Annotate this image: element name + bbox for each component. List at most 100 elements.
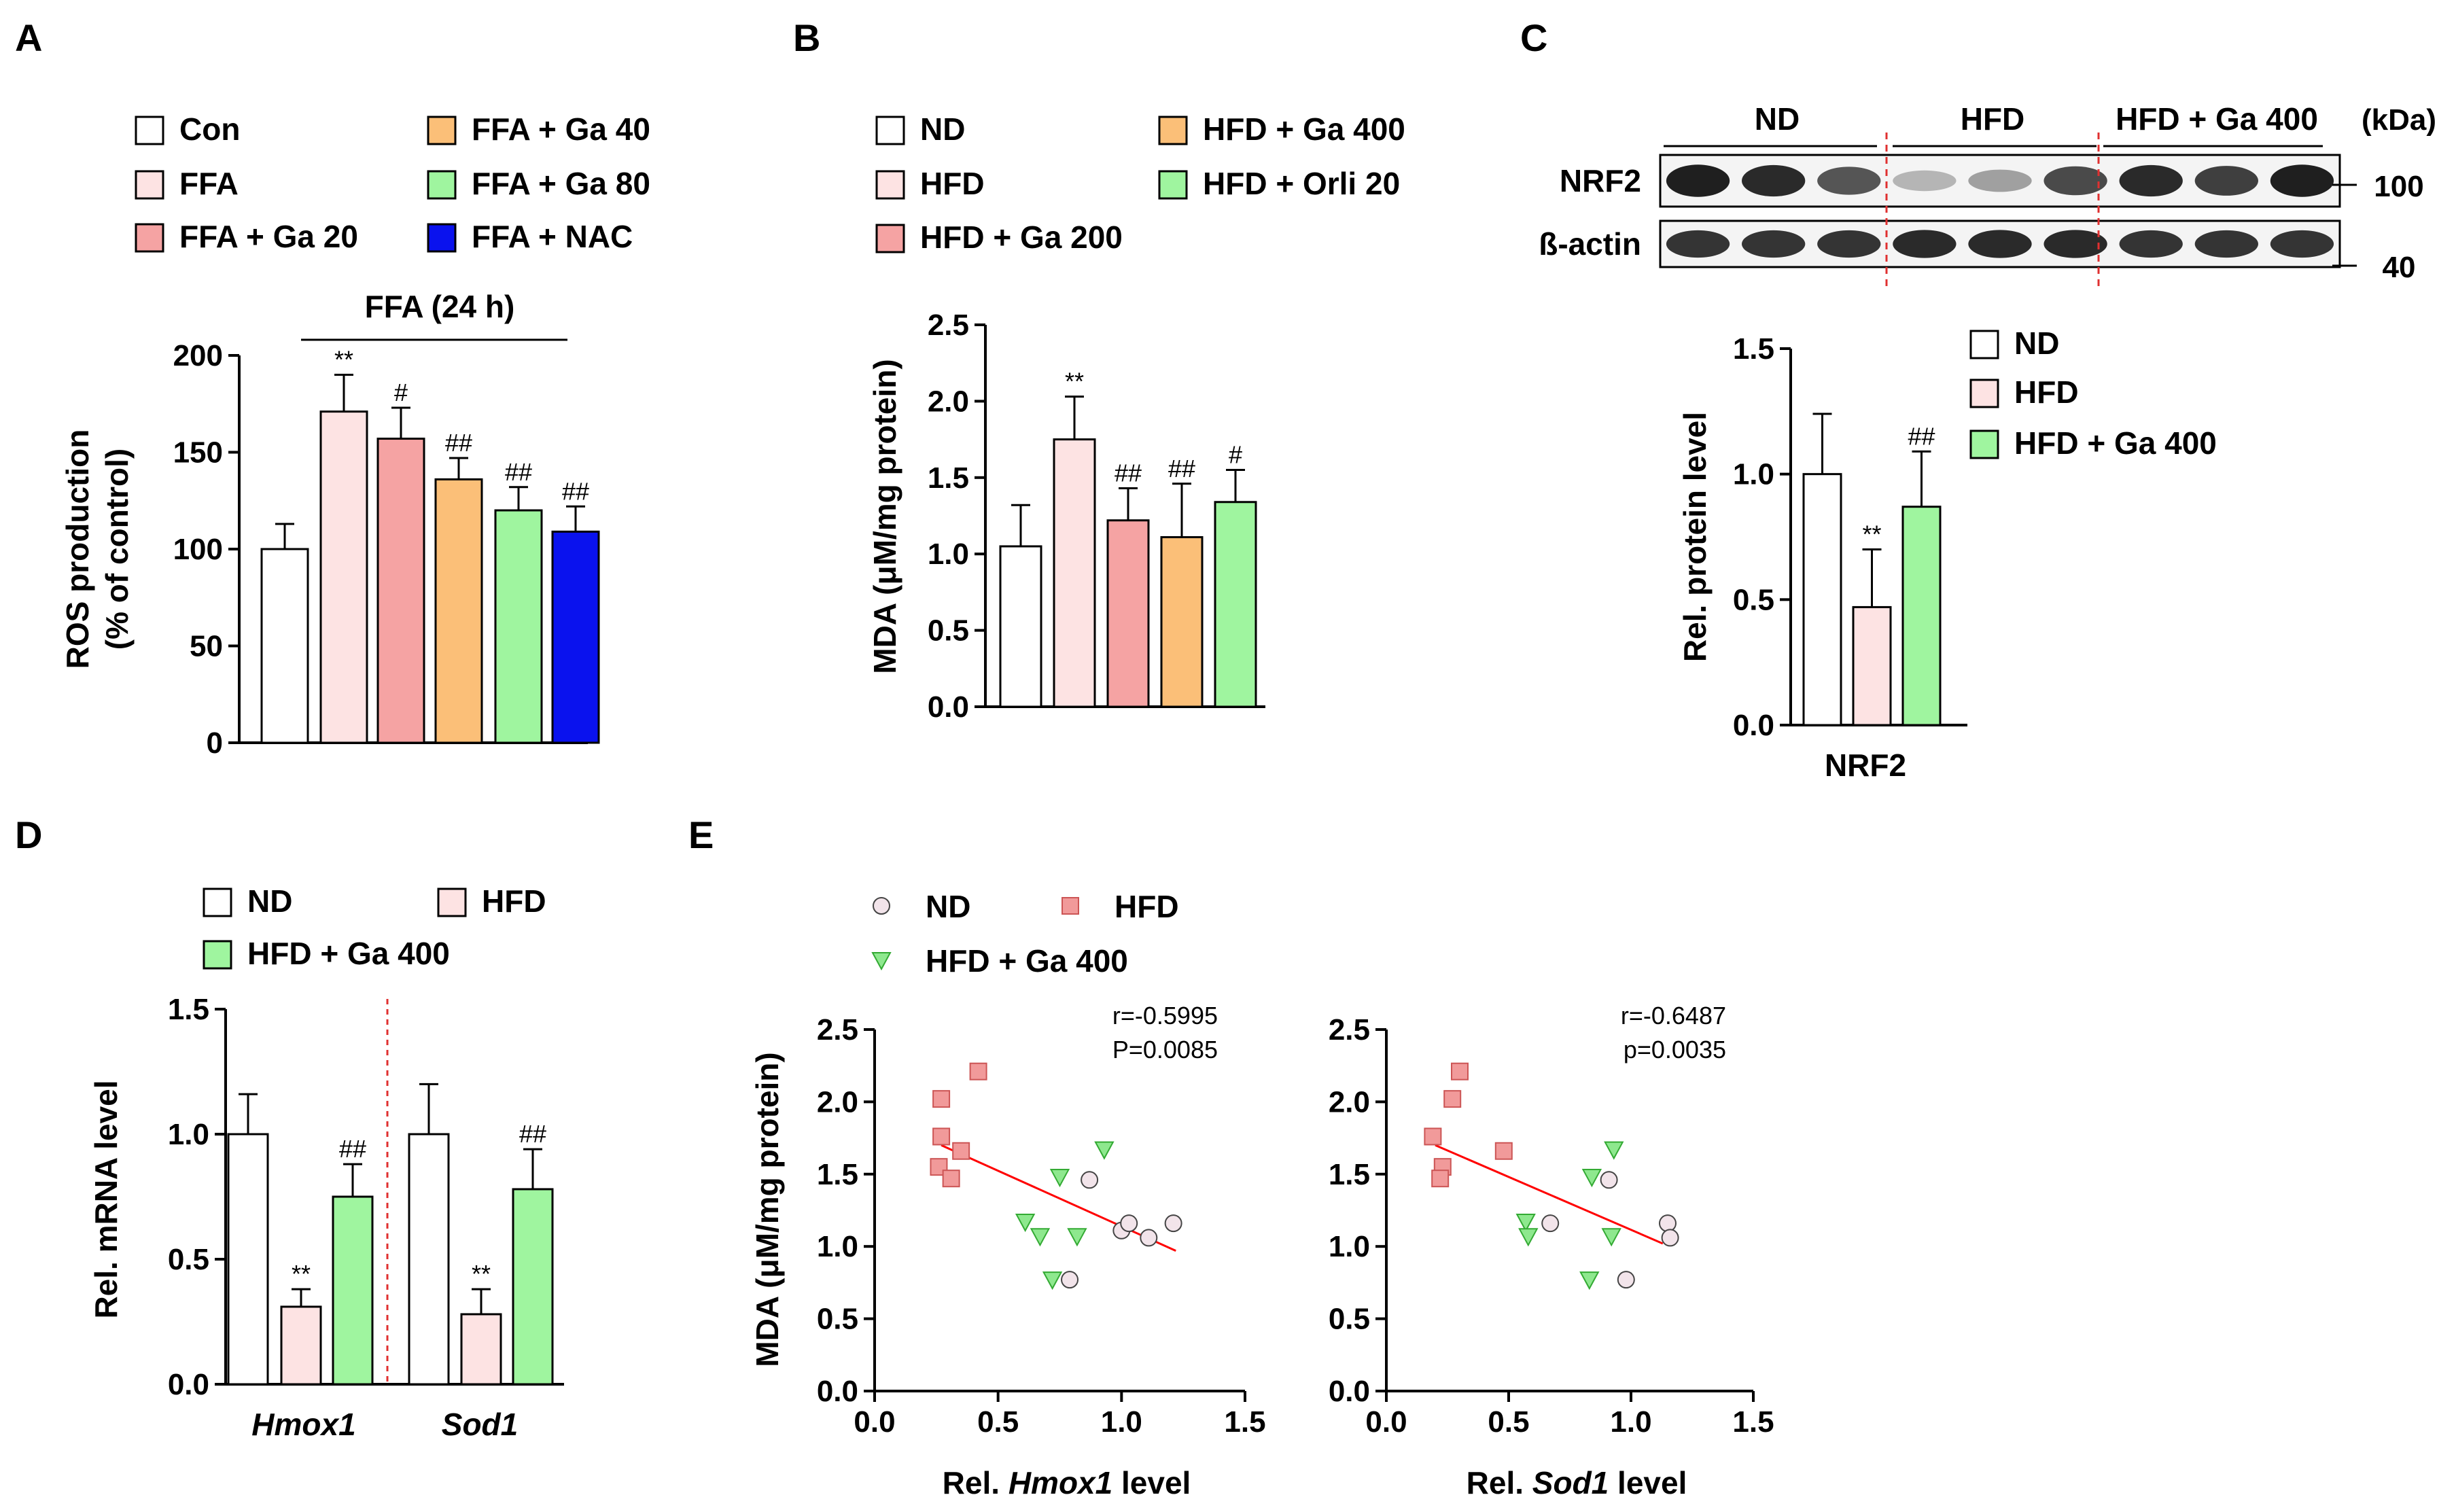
chart-d-bar-0-1 [408, 1133, 450, 1386]
chart-e2-point-0-2 [1661, 1229, 1679, 1247]
chart-e2-y-tick-label: 0.0 [1329, 1375, 1370, 1408]
chart-e-ylabel: MDA (μM/mg protein) [750, 1052, 785, 1367]
chart-a-ylabel-1: ROS production [60, 429, 95, 669]
chart-d-sig-1-1: ** [472, 1260, 491, 1288]
chart-e1-y-tick-label: 2.0 [817, 1085, 858, 1119]
chart-d-bar-0-0 [227, 1133, 269, 1386]
legend-a-3-label: FFA + Ga 40 [472, 111, 650, 147]
chart-d-bar-1-1 [460, 1313, 502, 1386]
blot-group-label-2: HFD + Ga 400 [2116, 101, 2318, 137]
legend-b-3-label: HFD + Ga 400 [1203, 111, 1405, 147]
legend-c-0-swatch [1969, 330, 1999, 359]
legend-a-5-label: FFA + NAC [472, 219, 633, 254]
chart-a-bar-4 [494, 509, 543, 744]
chart-b-y-tick-label: 0.5 [928, 614, 969, 648]
chart-e1-point-2-0 [1049, 1169, 1070, 1188]
legend-e-label-0: ND [926, 889, 970, 924]
chart-e1-xlabel-part-1: Hmox1 [1008, 1465, 1112, 1500]
chart-b-sig-2: ## [1115, 459, 1142, 487]
legend-a-2-label: FFA + Ga 20 [179, 219, 358, 254]
legend-b-2-label: HFD + Ga 200 [920, 219, 1123, 255]
chart-d-y-tick-label: 0.5 [168, 1243, 209, 1276]
legend-c-2-swatch [1969, 429, 1999, 459]
blot-band-0-7 [2194, 166, 2258, 196]
chart-d-bar-2-0 [332, 1195, 374, 1386]
chart-b-ylabel: MDA (μM/mg protein) [867, 359, 902, 673]
chart-e1-x-tick-label: 0.0 [854, 1405, 895, 1439]
blot-band-0-8 [2270, 164, 2334, 197]
chart-e1-point-1-5 [942, 1170, 960, 1188]
chart-a-sig-1: ** [334, 346, 353, 374]
blot-band-1-5 [2043, 230, 2107, 258]
chart-a-sig-4: ## [505, 458, 532, 486]
chart-d-sig-2-1: ## [519, 1120, 546, 1148]
panel-letter-e: E [688, 813, 714, 856]
chart-e1-y-tick-label: 0.0 [817, 1375, 858, 1408]
chart-e2-y-tick-label: 1.0 [1329, 1230, 1370, 1263]
chart-e2-x-tick-label: 0.0 [1365, 1405, 1407, 1439]
chart-b-bar-2 [1106, 519, 1150, 708]
chart-a-bar-0 [260, 548, 309, 744]
blot-band-1-4 [1968, 230, 2032, 258]
blot-band-0-1 [1742, 164, 1806, 197]
chart-e2-stat-p: p=0.0035 [1624, 1036, 1726, 1063]
chart-a-bracket-label: FFA (24 h) [365, 289, 515, 324]
chart-e1-xlabel: Rel. Hmox1 level [943, 1465, 1191, 1500]
blot-row-label-1: ß-actin [1539, 226, 1641, 262]
chart-e1-y-tick-label: 2.5 [817, 1013, 858, 1047]
chart-e2-point-2-5 [1579, 1271, 1600, 1290]
blot-row-label-0: NRF2 [1560, 163, 1641, 198]
chart-b-sig-3: ## [1168, 455, 1195, 482]
blot-marker-label-1: 40 [2383, 251, 2416, 284]
chart-a-y-tick-label: 50 [190, 630, 223, 663]
chart-b-bar-4 [1214, 501, 1257, 708]
chart-b-bar-0 [999, 545, 1042, 708]
legend-d-2-swatch [203, 940, 232, 970]
chart-e2-point-1-1 [1443, 1090, 1462, 1108]
chart-e1-fit-line [941, 1144, 1176, 1252]
legend-b-4-swatch [1158, 170, 1188, 200]
chart-e2-xlabel: Rel. Sod1 level [1467, 1465, 1687, 1500]
chart-e2-xlabel-part-1: Sod1 [1532, 1465, 1609, 1500]
panel-letter-c: C [1520, 16, 1547, 59]
chart-e1-point-1-1 [969, 1062, 987, 1080]
chart-e1-point-2-3 [1030, 1228, 1051, 1247]
chart-d-ylabel: Rel. mRNA level [88, 1080, 124, 1318]
legend-a-3-swatch [427, 116, 457, 145]
blot-group-label-1: HFD [1961, 101, 2025, 137]
chart-d-sig-2-0: ## [339, 1135, 366, 1163]
blot-marker-label-0: 100 [2374, 170, 2423, 203]
chart-e1-point-0-4 [1164, 1214, 1182, 1233]
chart-e2-stat-r: r=-0.6487 [1621, 1002, 1726, 1030]
chart-a-y-tick-label: 150 [173, 436, 223, 470]
blot-band-0-0 [1666, 164, 1730, 197]
legend-a-5-swatch [427, 223, 457, 253]
chart-b-y-tick-label: 2.5 [928, 309, 969, 342]
legend-a-4-label: FFA + Ga 80 [472, 166, 650, 201]
chart-d-y-tick-label: 1.5 [168, 993, 209, 1026]
legend-a-0-label: Con [179, 111, 240, 147]
blot-band-0-2 [1817, 166, 1881, 195]
chart-e2-y-tick-label: 1.5 [1329, 1158, 1370, 1191]
blot-band-0-4 [1968, 169, 2032, 192]
chart-e2-x-tick-label: 1.5 [1732, 1405, 1774, 1439]
chart-e2-y-tick-label: 0.5 [1329, 1303, 1370, 1336]
chart-e1-y-tick-label: 0.5 [817, 1303, 858, 1336]
legend-d-1-swatch [437, 887, 467, 917]
chart-e1-point-2-2 [1015, 1214, 1036, 1233]
chart-e2-point-1-5 [1431, 1170, 1450, 1188]
chart-e2-x-tick-label: 0.5 [1488, 1405, 1529, 1439]
chart-e1-point-2-5 [1042, 1271, 1063, 1290]
legend-c-2-label: HFD + Ga 400 [2014, 425, 2217, 461]
blot-band-1-7 [2194, 230, 2258, 258]
legend-a-2-swatch [135, 223, 164, 253]
chart-e1-y-tick-label: 1.0 [817, 1230, 858, 1263]
chart-e1-y-tick-label: 1.5 [817, 1158, 858, 1191]
chart-c-bar-2 [1901, 506, 1942, 726]
blot-kda-unit: (kDa) [2362, 103, 2436, 137]
chart-a-bar-1 [319, 410, 368, 744]
chart-e2-point-2-3 [1518, 1228, 1539, 1247]
legend-a-1-swatch [135, 170, 164, 200]
chart-b-bar-3 [1160, 535, 1204, 708]
blot-band-1-2 [1817, 230, 1881, 258]
